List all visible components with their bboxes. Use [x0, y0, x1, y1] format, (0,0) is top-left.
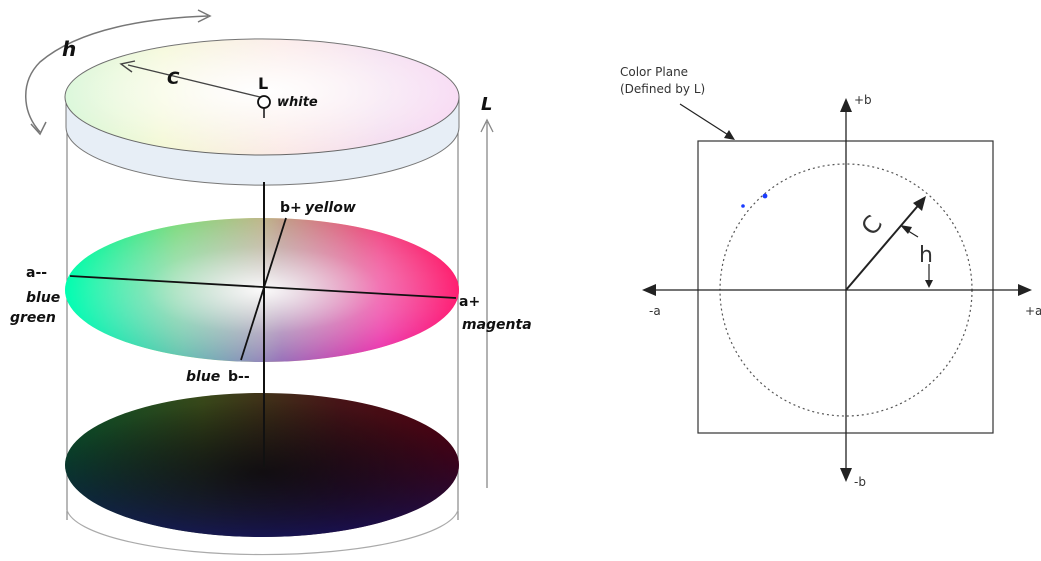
caption-pointer-arrowhead-icon [724, 130, 735, 140]
color-plane-caption-line1: Color Plane [620, 65, 688, 79]
label-minus-a: -a [649, 304, 661, 318]
lightness-point-marker [257, 95, 271, 109]
blue-dot-small [741, 204, 745, 208]
b-axis-down-arrowhead-icon [840, 468, 852, 482]
color-plane-diagram: Color Plane (Defined by L) +b -b -a + [620, 65, 1041, 489]
chroma-vector-arrowhead-icon [913, 196, 926, 211]
label-plane-hue: h [919, 243, 933, 268]
caption-pointer-line [679, 103, 734, 139]
hue-arrowhead-bottom-icon [30, 121, 47, 136]
label-blue-bottom: blue [186, 369, 220, 385]
label-a-plus: a+ [459, 294, 480, 310]
hue-rotation-arrow-icon [25, 15, 209, 133]
lch-cylinder: h C L white L b+ yellow a-- blue green a… [10, 9, 532, 556]
cylinder-base-rim [66, 509, 459, 556]
chroma-vector [845, 200, 923, 291]
a-axis-line [69, 275, 457, 299]
label-plane-chroma: C [856, 210, 888, 240]
label-lightness-axis: L [481, 94, 492, 115]
label-b-plus: b+ [280, 200, 302, 216]
b-axis-line [240, 217, 287, 361]
label-blue-left: blue [26, 290, 60, 306]
a-axis-left-arrowhead-icon [642, 284, 656, 296]
color-plane-caption-line2: (Defined by L) [620, 82, 705, 96]
hue-angle-down-arrowhead-icon [925, 280, 933, 288]
label-a-minus: a-- [26, 265, 47, 281]
label-plus-a: +a [1025, 304, 1041, 318]
chroma-arrow-icon [119, 60, 136, 73]
middle-saturated-disc [65, 218, 459, 362]
label-white: white [277, 95, 318, 110]
label-green-left: green [10, 310, 56, 326]
label-plus-b: +b [854, 93, 872, 107]
label-chroma: C [167, 69, 180, 89]
label-lightness-point: L [258, 74, 268, 93]
bottom-dark-disc [65, 393, 459, 537]
label-magenta: magenta [462, 317, 532, 333]
label-hue: h [62, 37, 76, 61]
label-minus-b: -b [854, 475, 866, 489]
chroma-line [127, 64, 261, 98]
hue-angle-pointer-arrowhead-icon [900, 225, 912, 234]
label-b-minus: b-- [228, 369, 250, 385]
a-axis-right-arrowhead-icon [1018, 284, 1032, 296]
blue-dot-large [762, 193, 768, 199]
label-yellow: yellow [305, 200, 356, 216]
lightness-arrowhead-icon [480, 118, 494, 133]
hue-arrowhead-top-icon [197, 9, 212, 23]
b-axis-up-arrowhead-icon [840, 98, 852, 112]
